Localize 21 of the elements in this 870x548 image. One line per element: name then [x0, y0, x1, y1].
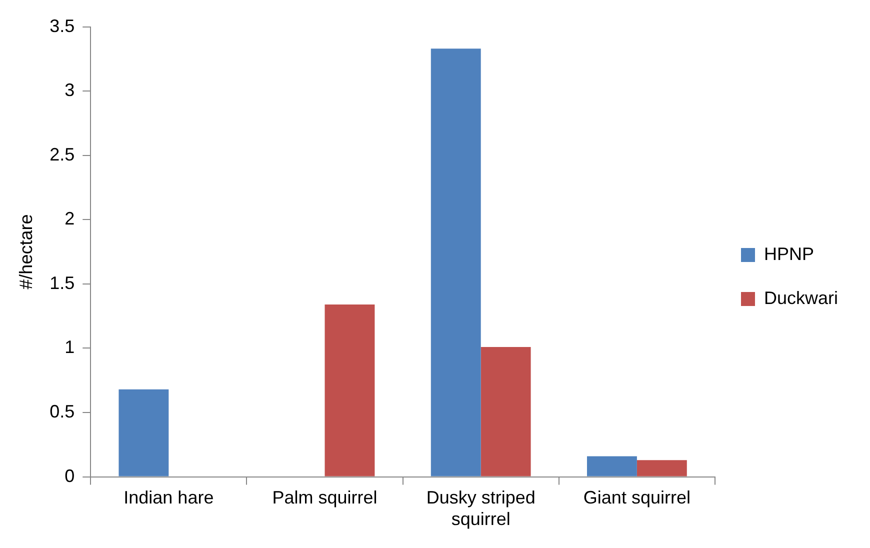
bar [586, 456, 637, 476]
y-tick-label: 0 [64, 466, 75, 486]
x-tick-label: Indian hare [124, 488, 214, 508]
bar [480, 346, 531, 476]
x-tick-label: Giant squirrel [583, 488, 690, 508]
bar [118, 389, 169, 476]
y-tick-label: 0.5 [50, 401, 75, 422]
y-tick-label: 1 [64, 337, 75, 358]
bar [430, 48, 481, 476]
bar [636, 460, 687, 476]
x-tick-label: Palm squirrel [272, 488, 378, 508]
y-tick-label: 3 [64, 80, 75, 100]
y-tick-label: 1.5 [50, 272, 75, 293]
legend-label: HPNP [764, 244, 814, 264]
legend-label: Duckwari [764, 288, 838, 308]
y-axis-title: #/hectare [16, 214, 36, 290]
y-tick-label: 2.5 [50, 144, 75, 164]
x-tick-label: Dusky striped squirrel [426, 488, 536, 530]
y-tick-label: 3.5 [50, 16, 75, 36]
y-tick-label: 2 [64, 208, 75, 229]
bar [324, 304, 375, 476]
